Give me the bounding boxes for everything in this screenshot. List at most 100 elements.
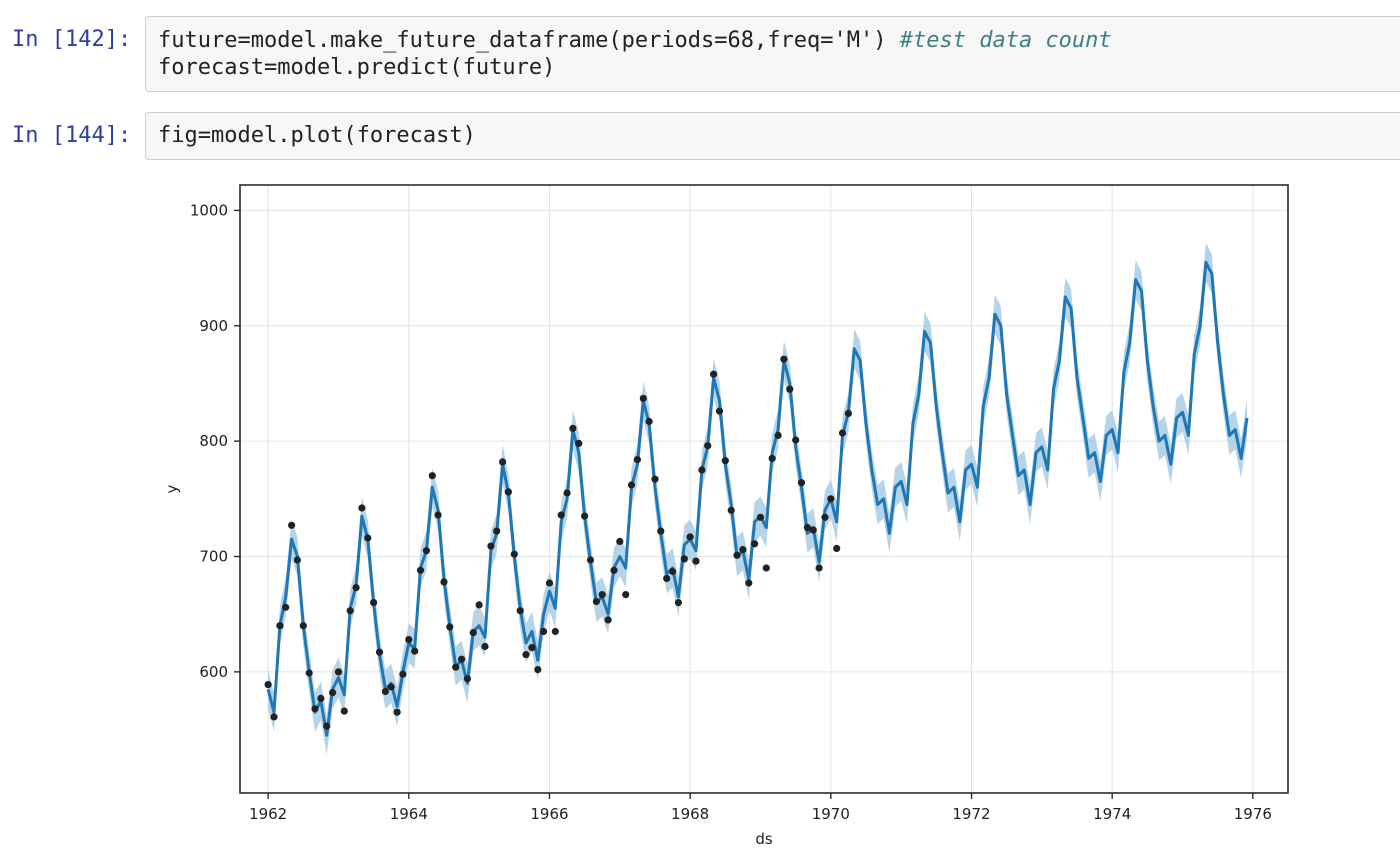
observed-point (780, 355, 788, 363)
observed-point (815, 564, 823, 572)
observed-point (698, 466, 706, 474)
observed-point (627, 481, 636, 489)
observed-point (364, 534, 372, 542)
observed-point (393, 708, 401, 716)
observed-point (733, 551, 741, 559)
observed-point (475, 601, 483, 609)
observed-point (657, 527, 665, 535)
observed-point (809, 526, 817, 534)
observed-point (293, 556, 301, 564)
observed-point (803, 524, 812, 532)
y-tick-label: 1000 (190, 201, 228, 219)
observed-point (428, 472, 436, 480)
observed-point (264, 681, 272, 689)
observed-point (674, 599, 683, 607)
x-tick-label: 1970 (812, 805, 850, 823)
observed-point (305, 669, 313, 677)
observed-point (557, 511, 565, 519)
cell-prompt: In [142]: (12, 27, 132, 52)
observed-point (458, 655, 466, 663)
observed-point (440, 578, 448, 586)
observed-point (616, 537, 624, 546)
observed-point (762, 564, 770, 572)
observed-point (434, 511, 442, 519)
x-tick-label: 1966 (530, 805, 568, 823)
observed-point (774, 431, 782, 439)
x-axis-label: ds (755, 830, 773, 848)
observed-point (288, 521, 296, 529)
observed-point (370, 599, 378, 607)
observed-point (387, 683, 395, 691)
observed-point (375, 648, 384, 656)
observed-point (745, 579, 753, 587)
observed-point (381, 687, 389, 696)
observed-point (598, 591, 606, 599)
observed-point (827, 495, 835, 503)
x-tick-label: 1962 (249, 805, 287, 823)
observed-point (399, 670, 407, 678)
observed-point (446, 623, 454, 631)
observed-point (663, 574, 671, 582)
observed-point (340, 707, 348, 715)
observed-point (528, 644, 536, 652)
code-line: forecast=model.predict(future) (158, 55, 556, 80)
observed-point (680, 555, 688, 563)
observed-point (334, 668, 343, 676)
observed-point (481, 642, 489, 651)
uncertainty-band (268, 242, 1248, 755)
observed-point (739, 546, 747, 554)
observed-point (569, 424, 577, 432)
observed-point (622, 591, 630, 599)
code-input[interactable]: future=model.make_future_dataframe(perio… (145, 16, 1400, 92)
y-tick-label: 700 (199, 547, 228, 565)
observed-point (358, 504, 366, 512)
observed-point (469, 629, 477, 637)
observed-point (416, 566, 425, 574)
observed-point (270, 713, 278, 721)
observed-point (545, 579, 554, 587)
code-cell-2: In [144]: fig=model.plot(forecast) (0, 100, 1400, 180)
observed-point (838, 429, 847, 437)
observed-point (710, 370, 718, 378)
observed-point (610, 566, 618, 574)
x-tick-label: 1968 (671, 805, 709, 823)
observed-point (516, 607, 524, 615)
observed-point (592, 597, 601, 606)
observed-point (422, 547, 430, 555)
code-line: future=model.make_future_dataframe(perio… (158, 28, 1112, 53)
observed-point (715, 407, 724, 415)
x-tick-label: 1976 (1234, 805, 1272, 823)
y-axis-label: y (163, 484, 181, 493)
observed-point (833, 544, 841, 552)
y-tick-label: 900 (199, 317, 228, 335)
observed-point (768, 454, 776, 462)
observed-point (581, 512, 589, 520)
observed-point (499, 458, 507, 466)
observed-point (323, 722, 331, 730)
observed-point (452, 663, 460, 671)
observed-point (282, 603, 290, 611)
observed-point (686, 533, 694, 541)
code-input[interactable]: fig=model.plot(forecast) (145, 112, 1400, 160)
observed-point (463, 675, 471, 683)
plot-frame (239, 184, 1289, 794)
observed-point (639, 394, 647, 402)
observed-point (522, 651, 530, 659)
observed-point (586, 556, 595, 564)
observed-point (540, 627, 548, 636)
observed-point (563, 489, 571, 497)
observed-point (721, 457, 729, 465)
observed-point (756, 513, 765, 521)
observed-point (751, 540, 759, 548)
observed-point (575, 439, 583, 447)
observed-point (405, 636, 413, 644)
observed-point (704, 442, 712, 450)
observed-point (411, 647, 419, 655)
cell-output: 1962 1964 1966 1968 1970 1972 1974 1976 600 700 80… (0, 175, 1400, 860)
observed-point (346, 607, 354, 615)
observed-point (352, 584, 360, 592)
observed-point (633, 456, 642, 464)
code-comment: #test data count (899, 28, 1112, 53)
observed-point (329, 689, 337, 697)
observed-point (551, 627, 559, 636)
